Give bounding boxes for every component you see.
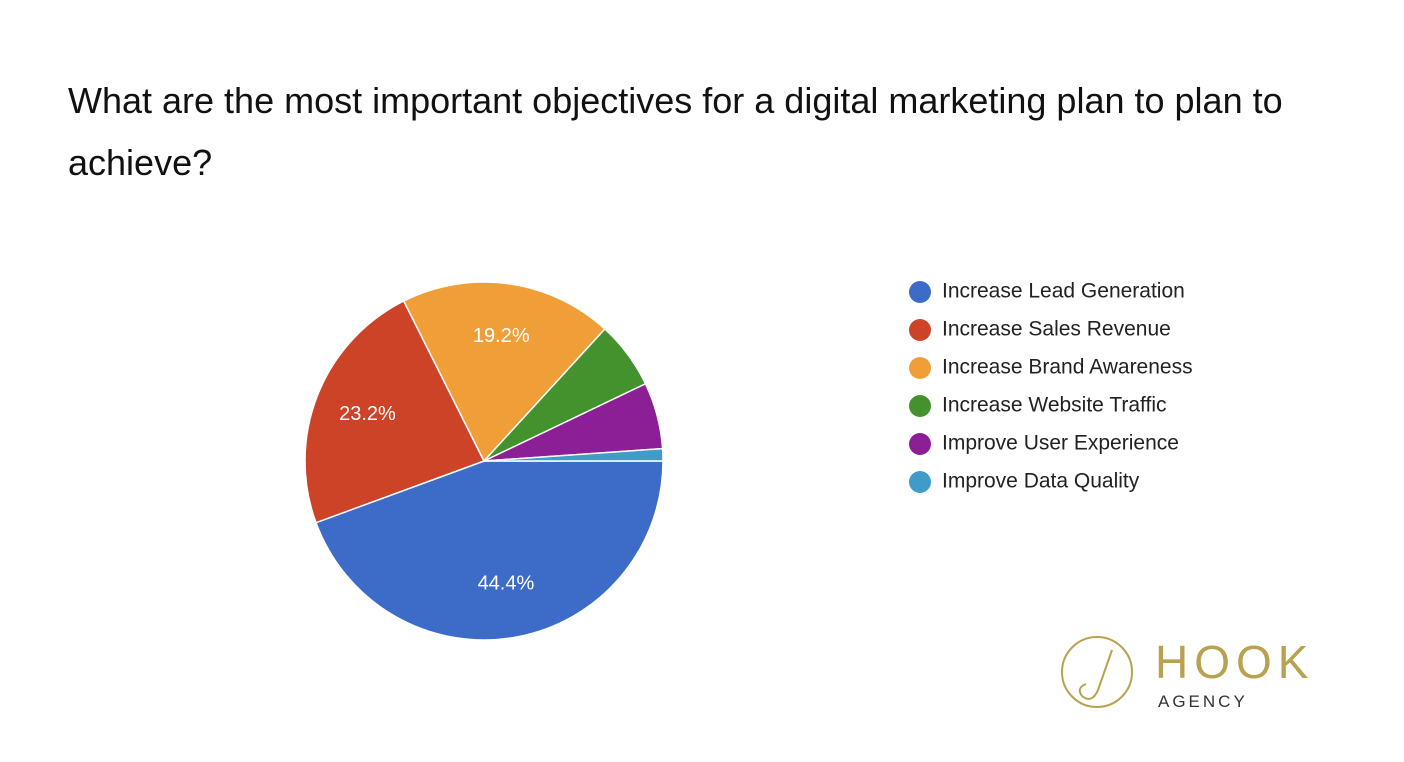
legend-swatch (909, 281, 931, 303)
pie-slice (402, 281, 606, 463)
logo-hook (1078, 649, 1113, 700)
data-label: 19.2% (473, 325, 530, 347)
chart-title: What are the most important objectives f… (68, 80, 1283, 183)
pie-slice (483, 447, 664, 462)
logo-name: HOOK (1155, 636, 1314, 688)
data-label: 44.4% (478, 573, 535, 595)
legend-swatch (909, 395, 931, 417)
legend-label: Increase Brand Awareness (942, 356, 1193, 379)
legend-swatch (909, 471, 931, 493)
legend-swatch (909, 357, 931, 379)
legend-label: Improve User Experience (942, 432, 1179, 455)
legend-label: Increase Website Traffic (942, 394, 1167, 417)
legend-label: Increase Sales Revenue (942, 318, 1171, 341)
logo-tagline: AGENCY (1158, 692, 1248, 711)
legend-label: Increase Lead Generation (942, 280, 1185, 303)
data-label: 23.2% (339, 403, 396, 425)
pie-slice (315, 460, 664, 641)
legend-swatch (909, 319, 931, 341)
pie-slice (304, 299, 486, 524)
legend-label: Improve Data Quality (942, 470, 1140, 493)
legend-swatch (909, 433, 931, 455)
logo-ring (1061, 636, 1133, 708)
